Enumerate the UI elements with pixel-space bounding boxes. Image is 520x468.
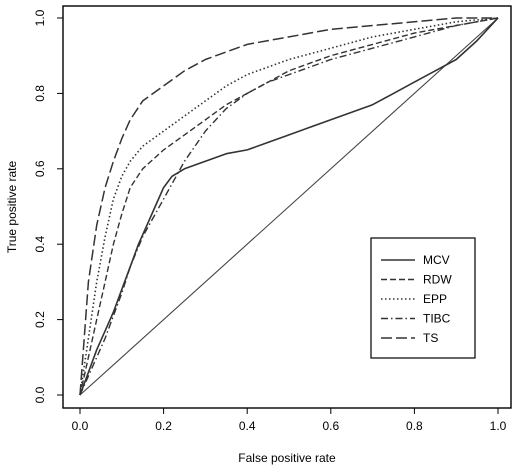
x-tick-label: 0.4 — [239, 419, 256, 433]
series-line-mcv — [79, 17, 499, 396]
x-tick-label: 0.0 — [72, 419, 89, 433]
y-tick-label: 0.6 — [33, 160, 47, 177]
legend-label: RDW — [423, 273, 452, 287]
x-axis-label: False positive rate — [238, 451, 336, 465]
x-tick-label: 0.2 — [155, 419, 172, 433]
y-tick-label: 0.8 — [33, 85, 47, 102]
y-tick-label: 0.4 — [33, 236, 47, 253]
y-tick-label: 1.0 — [33, 9, 47, 26]
reference-line — [79, 17, 499, 396]
series-line-epp — [79, 17, 499, 396]
x-tick-label: 0.8 — [406, 419, 423, 433]
x-axis: 0.0 0.2 0.4 0.6 0.8 1.0 — [72, 408, 507, 433]
y-axis: 0.0 0.2 0.4 0.6 0.8 1.0 — [33, 9, 63, 403]
series-layer — [79, 17, 499, 396]
y-tick-label: 0.2 — [33, 311, 47, 328]
series-line-ts — [79, 17, 498, 396]
reference-diagonal — [79, 17, 499, 396]
y-tick-label: 0.0 — [33, 386, 47, 403]
plot-frame — [62, 5, 512, 409]
y-axis-label: True positive rate — [5, 161, 19, 254]
legend: MCV RDW EPP TIBC TS — [370, 237, 476, 359]
series-line-rdw — [79, 17, 499, 396]
legend-label: EPP — [423, 292, 447, 306]
legend-label: TIBC — [423, 312, 451, 326]
x-tick-label: 1.0 — [490, 419, 507, 433]
legend-label: TS — [423, 331, 438, 345]
x-tick-label: 0.6 — [322, 419, 339, 433]
legend-label: MCV — [423, 253, 450, 267]
